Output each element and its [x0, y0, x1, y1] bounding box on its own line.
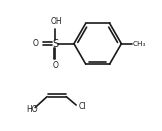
Text: OH: OH: [50, 17, 62, 26]
Text: CH₃: CH₃: [133, 41, 146, 47]
Text: Cl: Cl: [78, 102, 86, 111]
Text: O: O: [52, 61, 58, 70]
Text: HO: HO: [26, 105, 38, 114]
Text: S: S: [52, 39, 58, 49]
Text: O: O: [33, 39, 39, 48]
